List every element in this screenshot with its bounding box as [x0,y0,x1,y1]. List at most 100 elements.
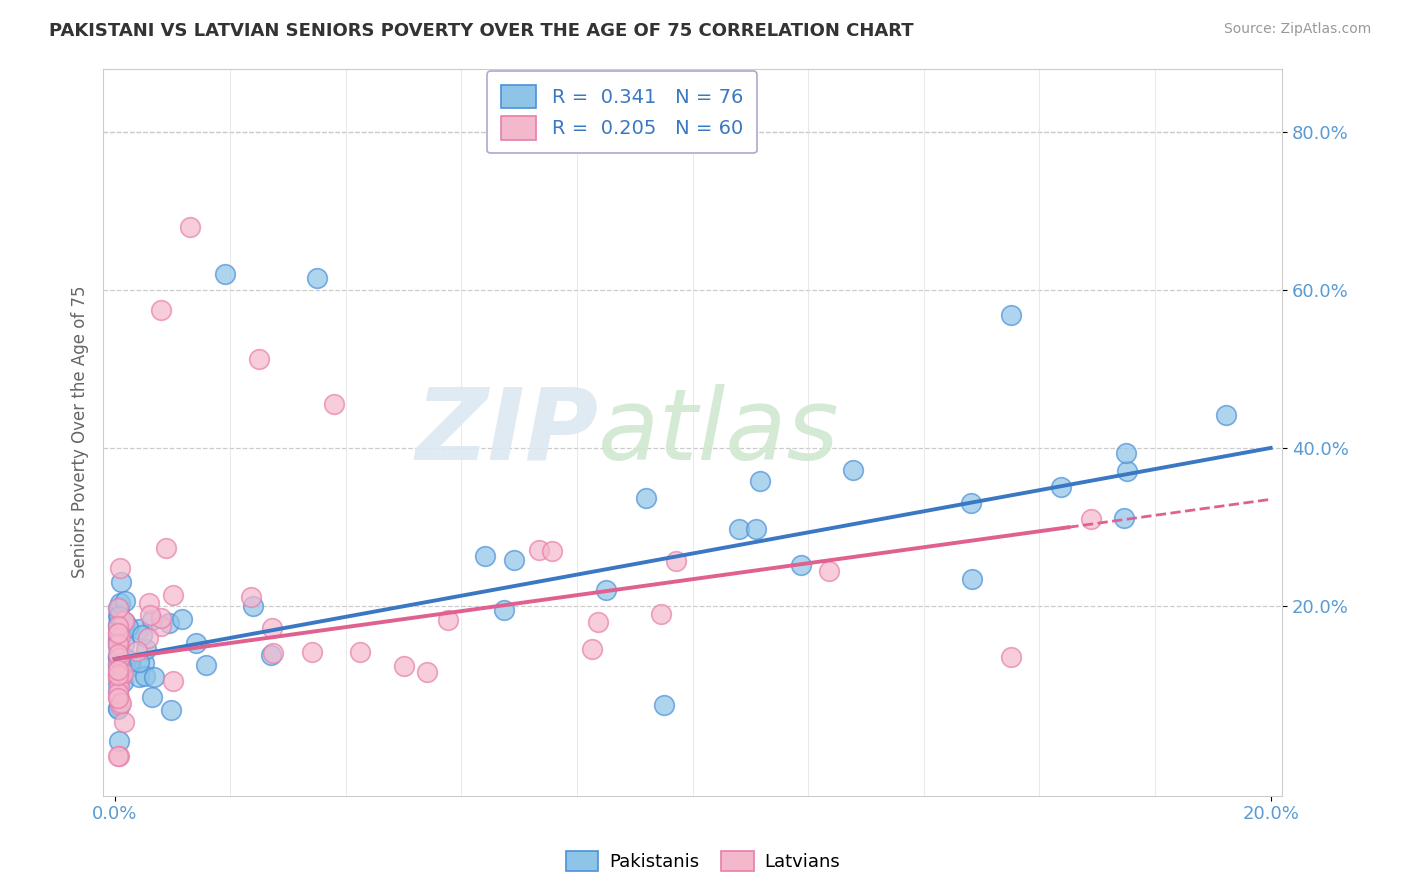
Text: atlas: atlas [599,384,839,481]
Point [184,635,207,649]
Point [108,601,131,615]
Point [107,600,129,615]
Point [262,621,284,635]
Point [110,575,132,590]
Point [1112,511,1135,525]
Point [114,594,136,608]
Point [107,650,129,665]
Point [107,637,129,651]
Point [150,618,173,632]
Point [728,522,751,536]
Point [107,672,129,686]
Point [586,615,609,629]
Point [114,615,136,629]
Point [149,302,172,317]
Point [107,648,129,663]
Point [108,690,131,705]
Point [107,619,129,633]
Point [108,643,131,657]
Point [960,572,983,586]
Point [108,608,131,623]
Point [112,675,135,690]
Point [214,267,236,281]
Point [301,645,323,659]
Point [135,642,157,657]
Point [195,657,218,672]
Point [107,629,129,643]
Point [110,595,132,609]
Point [107,647,129,661]
Point [107,639,129,653]
Legend: Pakistanis, Latvians: Pakistanis, Latvians [558,844,848,879]
Point [1000,308,1022,322]
Point [172,612,194,626]
Point [107,626,129,640]
Point [117,620,139,634]
Text: ZIP: ZIP [415,384,599,481]
Point [110,696,132,710]
Point [581,642,603,657]
Point [349,645,371,659]
Point [110,631,132,645]
Point [107,749,129,764]
Point [240,591,263,605]
Point [136,631,159,645]
Point [262,646,284,660]
Point [112,637,135,651]
Point [142,671,165,685]
Point [1000,650,1022,665]
Point [107,637,129,651]
Point [110,658,132,673]
Point [749,474,772,488]
Point [492,603,515,617]
Point [652,698,675,712]
Point [118,654,141,668]
Point [160,703,183,717]
Point [179,219,201,234]
Point [650,607,672,621]
Point [108,698,131,713]
Point [131,628,153,642]
Point [416,665,439,679]
Point [108,680,131,694]
Point [107,691,129,706]
Point [120,658,142,673]
Point [1115,465,1137,479]
Point [112,614,135,628]
Point [128,622,150,636]
Point [107,617,129,632]
Point [108,661,131,675]
Point [162,674,184,689]
Point [107,677,129,691]
Point [107,657,129,672]
Point [305,271,328,285]
Point [112,664,135,678]
Point [107,702,129,716]
Point [107,683,129,698]
Point [111,665,134,680]
Point [108,671,131,685]
Point [107,701,129,715]
Point [260,648,283,663]
Point [1080,511,1102,525]
Point [818,564,841,578]
Point [392,659,415,673]
Point [247,351,270,366]
Point [107,651,129,665]
Point [107,660,129,674]
Text: PAKISTANI VS LATVIAN SENIORS POVERTY OVER THE AGE OF 75 CORRELATION CHART: PAKISTANI VS LATVIAN SENIORS POVERTY OVE… [49,22,914,40]
Point [960,496,983,510]
Point [138,596,160,610]
Point [108,734,131,748]
Point [107,625,129,640]
Point [107,601,129,615]
Point [541,544,564,558]
Point [108,664,131,678]
Point [107,609,129,624]
Point [117,652,139,666]
Point [502,553,524,567]
Text: Source: ZipAtlas.com: Source: ZipAtlas.com [1223,22,1371,37]
Point [527,542,550,557]
Point [242,599,264,614]
Point [107,650,129,665]
